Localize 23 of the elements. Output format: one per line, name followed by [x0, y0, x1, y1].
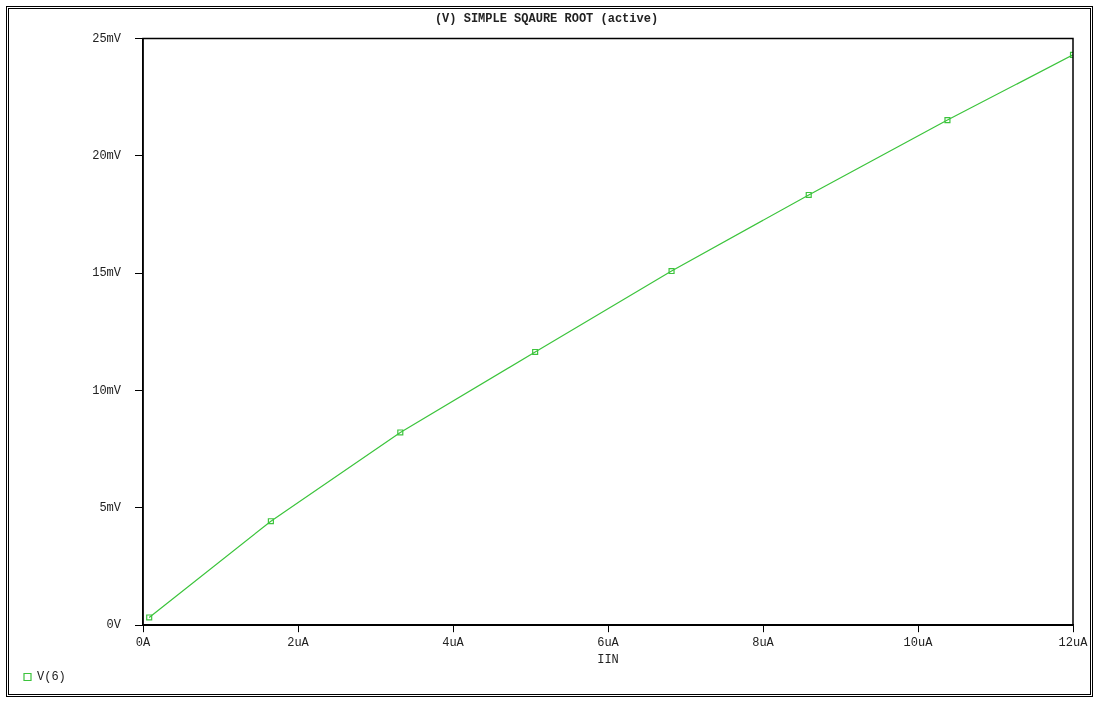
point — [805, 191, 812, 199]
y-tick-label: 0V — [106, 618, 122, 633]
chart-title: (V) SIMPLE SQAURE ROOT (active) — [434, 12, 659, 27]
point — [668, 267, 675, 275]
point — [267, 518, 274, 525]
y-tick-label: 5mV — [99, 501, 122, 516]
y-tick-label: 20mV — [92, 148, 122, 163]
y-tick-label: 25mV — [92, 31, 122, 46]
y-tick-label: 10mV — [92, 383, 122, 398]
point — [397, 429, 404, 436]
x-tick-label: 4uA — [442, 635, 465, 650]
x-axis-title: IIN — [597, 652, 619, 667]
x-tick-label: 12uA — [1058, 635, 1089, 650]
point — [532, 348, 539, 356]
x-tick-label: 8uA — [752, 635, 775, 650]
point — [146, 614, 153, 621]
x-tick-label: 6uA — [597, 635, 620, 650]
x-tick-label: 2uA — [287, 635, 310, 650]
y-tick-label: 15mV — [92, 266, 122, 281]
point — [944, 117, 951, 124]
legend-label: V(6) — [37, 670, 66, 685]
x-tick-label: 0A — [135, 635, 151, 650]
x-tick-label: 10uA — [903, 635, 934, 650]
